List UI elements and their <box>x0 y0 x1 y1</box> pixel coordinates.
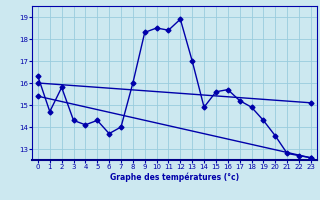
X-axis label: Graphe des températures (°c): Graphe des températures (°c) <box>110 173 239 182</box>
